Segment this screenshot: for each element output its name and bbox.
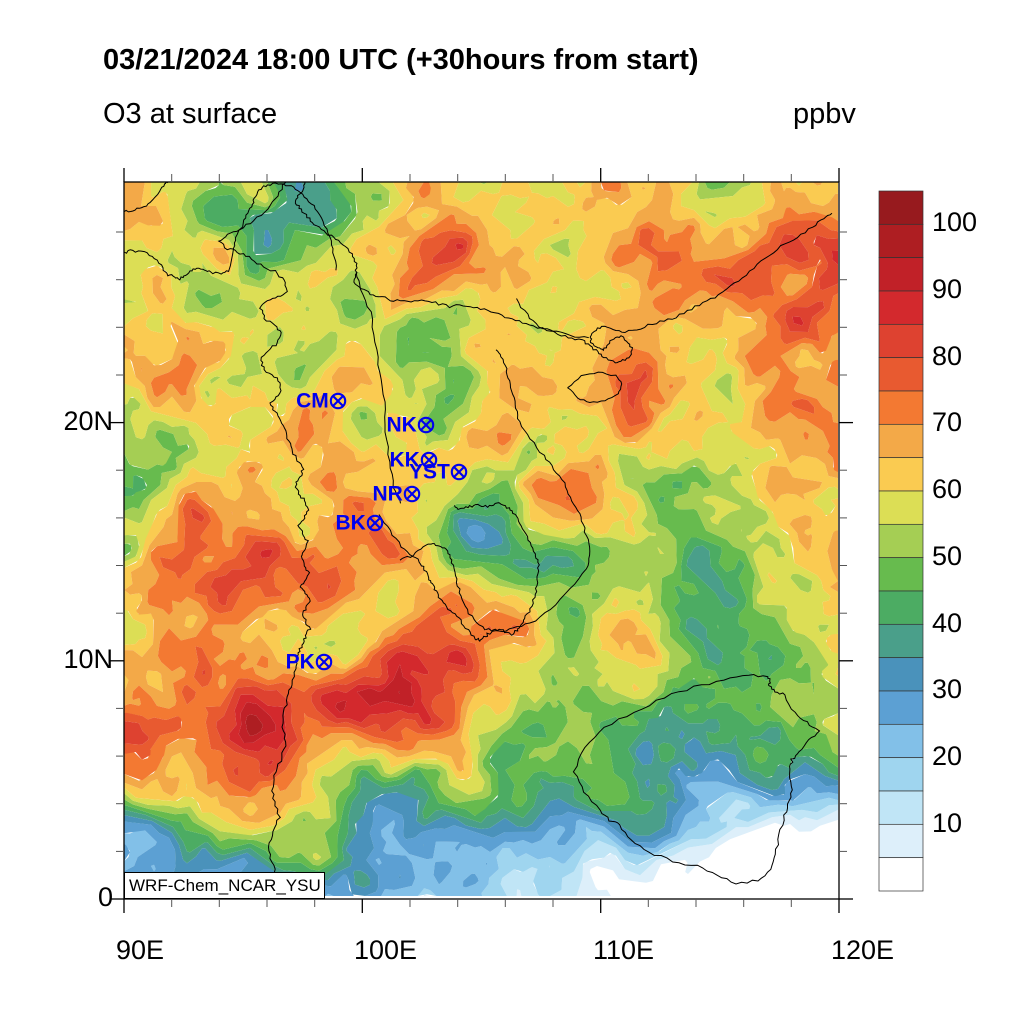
svg-text:PK: PK xyxy=(286,651,315,674)
svg-text:NR: NR xyxy=(372,483,402,506)
svg-text:NK: NK xyxy=(386,414,416,437)
svg-text:YST: YST xyxy=(409,461,450,484)
svg-text:CM: CM xyxy=(296,390,329,413)
svg-text:BK: BK xyxy=(335,512,365,535)
